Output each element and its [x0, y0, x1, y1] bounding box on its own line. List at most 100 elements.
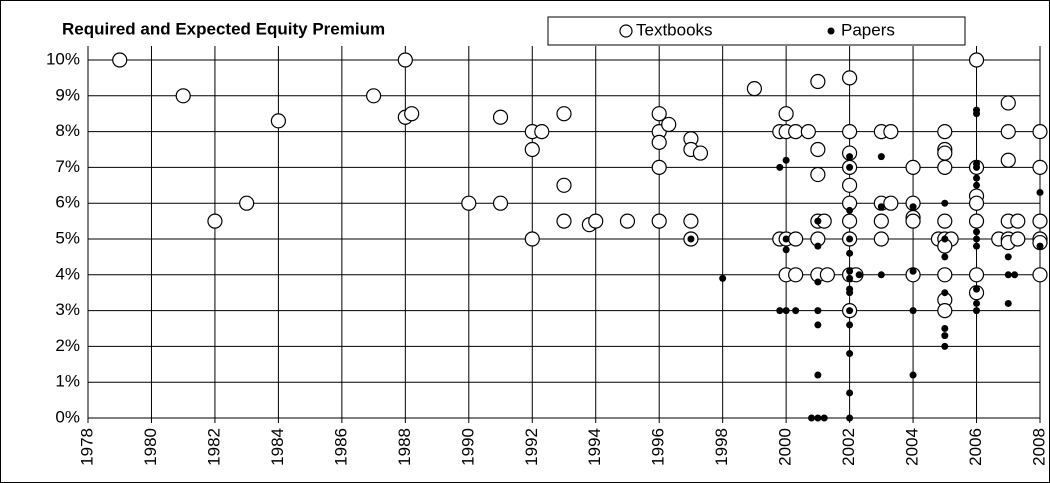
dot-marker [941, 253, 949, 261]
open-marker [651, 106, 667, 122]
open-marker [841, 213, 858, 229]
dot-marker [1036, 242, 1044, 250]
open-marker [1032, 267, 1048, 283]
open-marker [810, 73, 826, 90]
open-marker [883, 124, 899, 140]
x-tick-label: 1980 [141, 428, 160, 466]
open-marker [112, 52, 128, 68]
legend-marker [619, 24, 633, 38]
open-marker [366, 88, 382, 104]
dot-marker [1036, 188, 1044, 196]
x-tick-label: 1984 [268, 428, 287, 466]
dot-marker [846, 206, 854, 214]
dot-marker [808, 414, 816, 422]
open-marker [1010, 231, 1026, 247]
dot-marker [846, 414, 854, 422]
open-marker [841, 177, 858, 193]
dot-marker [973, 307, 981, 315]
chart-title: Required and Expected Equity Premium [62, 19, 385, 38]
open-marker [651, 159, 667, 175]
dot-marker [846, 153, 854, 161]
open-marker [461, 195, 477, 211]
open-marker [556, 106, 572, 122]
dot-marker [1004, 299, 1012, 307]
dot-marker [782, 235, 790, 243]
dot-marker [973, 181, 981, 189]
dot-marker [782, 307, 790, 315]
dot-marker [846, 235, 854, 243]
open-marker [905, 213, 921, 229]
legend-label: Textbooks [636, 20, 713, 39]
dot-marker [846, 249, 854, 257]
open-marker [683, 213, 699, 229]
dot-marker [846, 163, 854, 171]
dot-marker [973, 163, 981, 171]
dot-marker [973, 110, 981, 118]
dot-marker [814, 278, 822, 286]
dot-marker [792, 307, 800, 315]
open-marker [524, 231, 540, 247]
open-marker [651, 213, 667, 229]
open-marker [778, 106, 794, 122]
dot-marker [909, 307, 917, 315]
open-marker [937, 145, 953, 161]
dot-marker [846, 307, 854, 315]
open-marker [968, 267, 985, 283]
x-tick-label: 2002 [839, 428, 858, 466]
open-marker [810, 141, 826, 158]
open-marker [1000, 124, 1016, 140]
dot-marker [776, 163, 784, 171]
x-tick-label: 2008 [1029, 428, 1048, 466]
y-tick-label: 1% [55, 372, 80, 391]
x-tick-label: 1982 [204, 428, 223, 466]
open-marker [692, 145, 709, 161]
dot-marker [719, 274, 727, 282]
open-marker [1000, 95, 1016, 111]
dot-marker [814, 242, 822, 250]
legend-box [547, 16, 966, 46]
dot-marker [782, 156, 790, 164]
x-tick-label: 1988 [395, 428, 414, 466]
open-marker [492, 195, 509, 211]
x-tick-label: 1994 [585, 428, 604, 466]
open-marker [873, 231, 889, 247]
dot-marker [877, 153, 885, 161]
x-tick-label: 2004 [903, 428, 922, 466]
dot-marker [814, 371, 822, 379]
open-marker [800, 124, 816, 140]
open-marker [873, 213, 889, 229]
open-marker [937, 267, 953, 283]
x-tick-label: 1996 [649, 428, 668, 466]
dot-marker [877, 271, 885, 279]
x-tick-label: 1998 [712, 428, 731, 466]
open-marker [397, 52, 413, 68]
open-marker [1032, 213, 1048, 229]
open-marker [175, 88, 191, 104]
dot-marker [846, 289, 854, 297]
open-marker [534, 124, 550, 140]
dot-marker [941, 289, 949, 297]
open-marker [746, 81, 763, 97]
open-marker [883, 195, 899, 211]
open-marker [588, 213, 604, 229]
open-marker [556, 213, 572, 229]
dot-marker [909, 371, 917, 379]
y-tick-label: 7% [55, 157, 80, 176]
x-tick-label: 2000 [776, 428, 795, 466]
open-marker [270, 113, 286, 129]
dot-marker [1011, 271, 1019, 279]
dot-marker [820, 414, 828, 422]
open-marker [239, 195, 255, 211]
dot-marker [973, 285, 981, 293]
open-marker [556, 177, 572, 193]
dot-marker [941, 199, 949, 207]
dot-marker [973, 299, 981, 307]
dot-marker [973, 235, 981, 243]
dot-marker [846, 389, 854, 397]
x-tick-label: 1992 [522, 428, 541, 466]
open-marker [1032, 159, 1048, 175]
open-marker [905, 159, 921, 175]
dot-marker [973, 174, 981, 182]
open-marker [937, 159, 953, 175]
open-marker [841, 124, 858, 140]
